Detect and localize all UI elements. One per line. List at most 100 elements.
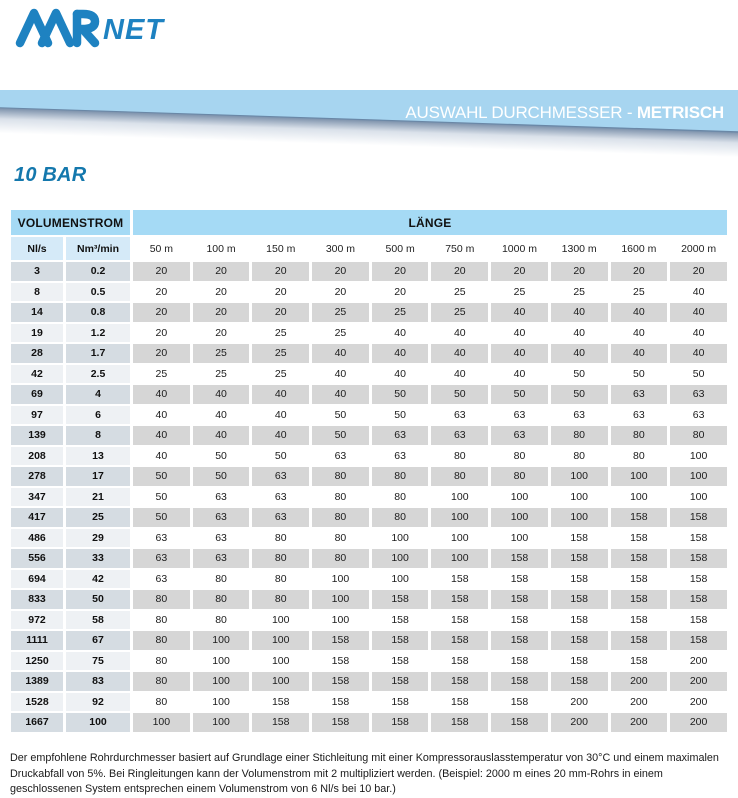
diameter-value-cell: 100	[431, 528, 489, 547]
table-row: 694 42 63 80 80 100 100 158 158 158 158 158	[11, 569, 727, 588]
diameter-value-cell: 158	[610, 508, 668, 527]
diameter-value-cell: 158	[550, 651, 608, 670]
diameter-value-cell: 40	[133, 426, 190, 445]
diameter-value-cell: 158	[550, 528, 608, 547]
flow-value-cell: 556	[11, 549, 63, 568]
diameter-value-cell: 158	[431, 590, 489, 609]
table-row: 347 21 50 63 63 80 80 100 100 100 100 100	[11, 487, 727, 506]
diameter-value-cell: 158	[491, 672, 548, 691]
diameter-value-cell: 20	[252, 282, 310, 301]
diameter-value-cell: 158	[431, 672, 489, 691]
diameter-value-cell: 40	[133, 446, 190, 465]
diameter-value-cell: 100	[252, 631, 310, 650]
diameter-value-cell: 20	[133, 323, 190, 342]
diameter-value-cell: 20	[192, 262, 250, 281]
length-header: 1600 m	[610, 237, 668, 260]
diameter-value-cell: 50	[371, 405, 429, 424]
diameter-value-cell: 100	[670, 446, 727, 465]
diameter-value-cell: 158	[670, 610, 727, 629]
diameter-value-cell: 20	[610, 262, 668, 281]
diameter-value-cell: 100	[610, 467, 668, 486]
diameter-value-cell: 40	[550, 303, 608, 322]
length-header: 1300 m	[550, 237, 608, 260]
diameter-value-cell: 80	[133, 692, 190, 711]
diameter-value-cell: 80	[371, 487, 429, 506]
diameter-value-cell: 158	[431, 610, 489, 629]
table-row: 97 6 40 40 40 50 50 63 63 63 63 63	[11, 405, 727, 424]
diameter-value-cell: 80	[192, 610, 250, 629]
table-row: 1528 92 80 100 158 158 158 158 158 200 200 200	[11, 692, 727, 711]
flow-value-cell: 21	[66, 487, 131, 506]
table-row: 486 29 63 63 80 80 100 100 100 158 158 158	[11, 528, 727, 547]
table-row: 3 0.2 20 20 20 20 20 20 20 20 20 20	[11, 262, 727, 281]
diameter-value-cell: 80	[550, 426, 608, 445]
diameter-value-cell: 100	[550, 487, 608, 506]
flow-value-cell: 0.8	[66, 303, 131, 322]
table-row: 1389 83 80 100 100 158 158 158 158 158 200 200	[11, 672, 727, 691]
diameter-value-cell: 20	[133, 344, 190, 363]
diameter-value-cell: 158	[371, 610, 429, 629]
diameter-value-cell: 100	[491, 528, 548, 547]
flow-value-cell: 8	[66, 426, 131, 445]
diameter-value-cell: 80	[312, 528, 369, 547]
diameter-value-cell: 100	[312, 610, 369, 629]
diameter-value-cell: 80	[431, 446, 489, 465]
diameter-value-cell: 158	[371, 590, 429, 609]
flow-value-cell: 13	[66, 446, 131, 465]
diameter-value-cell: 158	[550, 672, 608, 691]
diameter-value-cell: 40	[491, 323, 548, 342]
banner-title: AUSWAHL DURCHMESSER - METRISCH	[405, 103, 724, 123]
diameter-value-cell: 20	[192, 323, 250, 342]
diameter-value-cell: 80	[610, 426, 668, 445]
diameter-value-cell: 100	[371, 569, 429, 588]
table-row: 8 0.5 20 20 20 20 20 25 25 25 25 40	[11, 282, 727, 301]
airnet-logo: NET	[13, 6, 173, 50]
diameter-value-cell: 50	[312, 426, 369, 445]
diameter-value-cell: 80	[312, 508, 369, 527]
flow-value-cell: 694	[11, 569, 63, 588]
flow-value-cell: 25	[66, 508, 131, 527]
diameter-value-cell: 158	[431, 631, 489, 650]
flow-unit-header: Nm³/min	[66, 237, 131, 260]
diameter-value-cell: 158	[431, 713, 489, 732]
diameter-value-cell: 80	[312, 467, 369, 486]
diameter-value-cell: 158	[550, 590, 608, 609]
table-row: 42 2.5 25 25 25 40 40 40 40 50 50 50	[11, 364, 727, 383]
diameter-value-cell: 40	[312, 364, 369, 383]
table-row: 139 8 40 40 40 50 63 63 63 80 80 80	[11, 426, 727, 445]
diameter-value-cell: 40	[312, 344, 369, 363]
diameter-value-cell: 200	[550, 692, 608, 711]
flow-value-cell: 1.2	[66, 323, 131, 342]
flow-value-cell: 28	[11, 344, 63, 363]
diameter-value-cell: 20	[133, 282, 190, 301]
diameter-value-cell: 40	[371, 344, 429, 363]
diameter-value-cell: 100	[670, 467, 727, 486]
diameter-value-cell: 80	[491, 467, 548, 486]
flow-value-cell: 100	[66, 713, 131, 732]
diameter-value-cell: 20	[133, 303, 190, 322]
diameter-value-cell: 80	[670, 426, 727, 445]
diameter-value-cell: 100	[371, 549, 429, 568]
diameter-value-cell: 100	[491, 508, 548, 527]
table-row: 19 1.2 20 20 25 25 40 40 40 40 40 40	[11, 323, 727, 342]
diameter-value-cell: 200	[610, 672, 668, 691]
diameter-value-cell: 20	[252, 262, 310, 281]
diameter-value-cell: 80	[491, 446, 548, 465]
diameter-value-cell: 80	[133, 610, 190, 629]
banner-title-bold: METRISCH	[636, 103, 724, 122]
table-body: 3 0.2 20 20 20 20 20 20 20 20 20 20 8 0.5 20 20 20 20 20 25…	[11, 262, 727, 732]
diameter-value-cell: 40	[252, 426, 310, 445]
diameter-value-cell: 80	[550, 446, 608, 465]
diameter-value-cell: 50	[133, 467, 190, 486]
table-row: 208 13 40 50 50 63 63 80 80 80 80 100	[11, 446, 727, 465]
diameter-value-cell: 63	[252, 467, 310, 486]
diameter-value-cell: 158	[610, 528, 668, 547]
diameter-value-cell: 158	[670, 590, 727, 609]
diameter-value-cell: 63	[610, 385, 668, 404]
diameter-value-cell: 25	[192, 364, 250, 383]
diameter-value-cell: 158	[371, 651, 429, 670]
diameter-value-cell: 40	[610, 323, 668, 342]
length-header: 300 m	[312, 237, 369, 260]
diameter-value-cell: 50	[312, 405, 369, 424]
diameter-value-cell: 50	[550, 364, 608, 383]
